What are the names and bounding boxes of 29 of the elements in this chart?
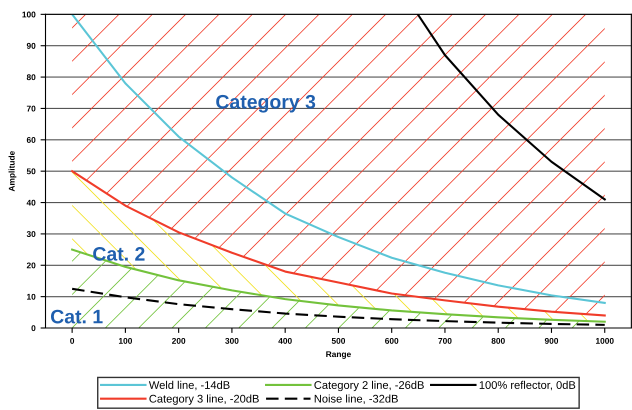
y-tick-label: 0 <box>31 325 36 332</box>
legend-label: 100% reflector, 0dB <box>480 380 576 390</box>
legend-label: Category 3 line, -20dB <box>149 394 259 405</box>
y-tick-label: 20 <box>26 262 36 268</box>
x-axis-title: Range <box>326 351 351 359</box>
x-tick-label: 800 <box>492 338 505 344</box>
legend-label: Noise line, -32dB <box>314 394 398 404</box>
y-tick-label: 90 <box>26 42 36 49</box>
y-tick-label: 100 <box>22 12 36 18</box>
x-tick-label: 100 <box>118 338 132 344</box>
y-tick-label: 30 <box>26 231 36 238</box>
y-tick-label: 40 <box>26 200 36 206</box>
y-tick-label: 80 <box>26 74 36 80</box>
x-tick-label: 700 <box>438 338 452 344</box>
legend-label: Category 2 line, -26dB <box>314 380 424 392</box>
x-tick-label: 600 <box>385 338 398 344</box>
x-tick-label: 0 <box>70 338 74 344</box>
x-tick-label: 900 <box>544 338 558 344</box>
y-tick-label: 50 <box>26 168 36 174</box>
y-tick-label: 10 <box>27 294 36 300</box>
legend-label: Weld line, -14dB <box>148 380 230 390</box>
x-tick-label: 300 <box>225 338 239 344</box>
y-tick-label: 70 <box>26 106 36 112</box>
x-tick-label: 1000 <box>596 338 614 344</box>
x-tick-label: 500 <box>332 338 346 344</box>
x-tick-label: 400 <box>278 338 292 344</box>
x-tick-label: 200 <box>172 338 186 344</box>
y-axis-title: Amplitude <box>8 151 16 192</box>
y-tick-label: 60 <box>26 137 36 143</box>
